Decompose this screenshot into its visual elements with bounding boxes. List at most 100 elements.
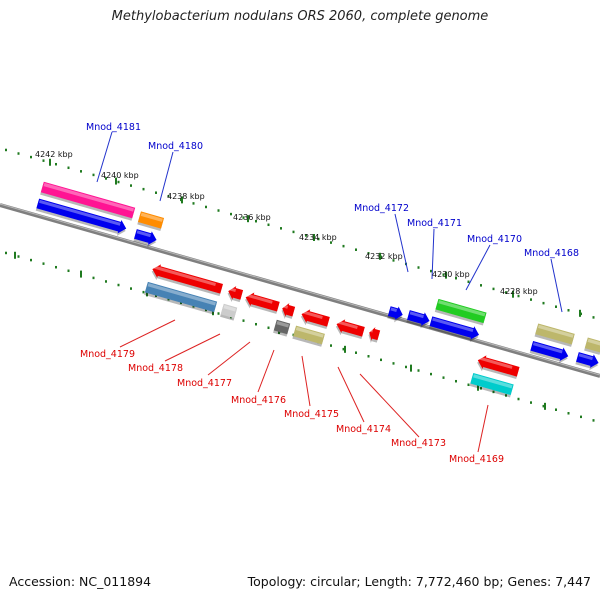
gene-feature[interactable] bbox=[334, 317, 365, 341]
gene-highlight bbox=[153, 265, 216, 286]
coord-4228: 4228 kbp bbox=[500, 287, 538, 296]
label-mnod-4173[interactable]: Mnod_4173 bbox=[391, 438, 446, 449]
top-leader-line bbox=[159, 151, 174, 202]
bottom-leader-line bbox=[301, 355, 311, 407]
label-mnod-4172[interactable]: Mnod_4172 bbox=[354, 203, 409, 214]
gene-feature[interactable] bbox=[40, 181, 136, 221]
gene-feature[interactable] bbox=[469, 372, 514, 398]
top-tick-row-dot bbox=[480, 284, 482, 287]
gene-feature[interactable] bbox=[584, 337, 600, 355]
top-tick-row-major-tick bbox=[512, 290, 514, 298]
bottom-tick-row-dot bbox=[255, 322, 257, 326]
gene-highlight bbox=[432, 317, 474, 332]
gene-highlight bbox=[370, 329, 374, 333]
top-tick-row-dot bbox=[167, 195, 170, 198]
top-tick-row-dot bbox=[467, 280, 470, 284]
gene-feature[interactable] bbox=[133, 227, 159, 249]
gene-feature[interactable] bbox=[367, 326, 381, 345]
bottom-leader-line bbox=[359, 373, 420, 438]
bottom-tick-row-dot bbox=[180, 301, 182, 305]
gene-feature[interactable] bbox=[220, 303, 238, 321]
label-mnod-4176[interactable]: Mnod_4176 bbox=[231, 395, 286, 406]
gene-highlight bbox=[43, 182, 134, 212]
bottom-tick-row-dot bbox=[442, 376, 445, 379]
label-mnod-4179[interactable]: Mnod_4179 bbox=[80, 349, 135, 360]
label-mnod-4174[interactable]: Mnod_4174 bbox=[336, 424, 391, 435]
gene-feature[interactable] bbox=[434, 298, 487, 326]
gene-feature[interactable] bbox=[299, 307, 330, 331]
gene-feature[interactable] bbox=[243, 291, 280, 316]
bottom-tick-row-dot bbox=[192, 305, 195, 308]
coord-4240: 4240 kbp bbox=[101, 171, 139, 180]
gene-highlight bbox=[276, 321, 290, 328]
top-leader-line bbox=[431, 228, 435, 280]
bottom-tick-row-dot bbox=[467, 383, 470, 387]
label-mnod-4177[interactable]: Mnod_4177 bbox=[177, 378, 232, 389]
gene-feature[interactable] bbox=[387, 304, 405, 324]
bottom-leader-line bbox=[119, 319, 176, 348]
bottom-tick-row-dot bbox=[567, 412, 570, 415]
gene-feature[interactable] bbox=[280, 302, 296, 321]
top-tick-row-major-tick bbox=[115, 177, 117, 185]
bottom-tick-row-dot bbox=[217, 312, 220, 315]
top-tick-row-dot bbox=[280, 227, 282, 230]
gene-body bbox=[137, 211, 165, 229]
top-tick-row-dot bbox=[80, 170, 82, 173]
gene-feature[interactable] bbox=[575, 350, 600, 372]
gene-body bbox=[576, 352, 599, 368]
gene-feature[interactable] bbox=[428, 314, 481, 344]
gene-body bbox=[273, 319, 291, 335]
label-mnod-4171[interactable]: Mnod_4171 bbox=[407, 218, 462, 229]
top-tick-row-dot bbox=[67, 166, 70, 170]
bottom-leader-line bbox=[164, 333, 221, 362]
gene-highlight bbox=[223, 305, 237, 312]
gene-feature[interactable] bbox=[144, 281, 218, 315]
topology-text: Topology: circular; Length: 7,772,460 bp… bbox=[247, 574, 591, 589]
bottom-strand-labels: Mnod_4179 Mnod_4178 Mnod_4177 Mnod_4176 … bbox=[80, 349, 504, 465]
gene-feature[interactable] bbox=[292, 325, 325, 347]
gene-feature[interactable] bbox=[226, 284, 244, 304]
gene-highlight bbox=[409, 311, 424, 319]
gene-feature[interactable] bbox=[273, 319, 291, 337]
label-mnod-4170[interactable]: Mnod_4170 bbox=[467, 234, 522, 245]
label-mnod-4178[interactable]: Mnod_4178 bbox=[128, 363, 183, 374]
bottom-tick-row-dot bbox=[267, 326, 270, 330]
top-tick-row-dot bbox=[217, 209, 220, 212]
gene-feature[interactable] bbox=[35, 197, 128, 238]
label-mnod-4180[interactable]: Mnod_4180 bbox=[148, 141, 203, 152]
top-tick-row-dot bbox=[230, 212, 232, 216]
label-mnod-4168[interactable]: Mnod_4168 bbox=[524, 248, 579, 259]
gene-feature[interactable] bbox=[534, 323, 575, 347]
gene-body bbox=[435, 298, 487, 324]
gene-body bbox=[530, 340, 569, 362]
top-tick-row-dot bbox=[105, 177, 107, 180]
top-tick-row-dot bbox=[355, 248, 357, 251]
gene-body bbox=[535, 323, 575, 345]
label-mnod-4181[interactable]: Mnod_4181 bbox=[86, 122, 141, 133]
top-tick-row-major-tick bbox=[313, 233, 315, 241]
bottom-tick-row-dot bbox=[592, 419, 595, 422]
gene-body bbox=[369, 327, 381, 341]
gene-feature[interactable] bbox=[475, 354, 520, 381]
bottom-tick-row-dot bbox=[242, 319, 245, 322]
top-leader-line bbox=[465, 244, 491, 291]
gene-body bbox=[282, 303, 296, 317]
bottom-tick-row-dot bbox=[342, 347, 345, 351]
top-tick-row-dot bbox=[567, 309, 570, 312]
gene-body bbox=[429, 316, 480, 340]
bottom-tick-row-dot bbox=[492, 390, 495, 394]
top-tick-row-dot bbox=[492, 287, 495, 291]
bottom-tick-row-dot bbox=[205, 308, 207, 312]
bottom-tick-row-major-tick bbox=[344, 345, 346, 353]
gene-feature[interactable] bbox=[406, 308, 432, 330]
gene-feature[interactable] bbox=[137, 211, 165, 231]
gene-features bbox=[35, 181, 600, 398]
gene-highlight bbox=[140, 212, 163, 222]
gene-feature[interactable] bbox=[529, 339, 570, 365]
bottom-tick-row-dot bbox=[380, 358, 382, 362]
label-mnod-4169[interactable]: Mnod_4169 bbox=[449, 454, 504, 465]
top-tick-row-dot bbox=[442, 273, 445, 276]
top-tick-row-dot bbox=[330, 241, 332, 244]
label-mnod-4175[interactable]: Mnod_4175 bbox=[284, 409, 339, 420]
gene-feature[interactable] bbox=[150, 262, 224, 298]
